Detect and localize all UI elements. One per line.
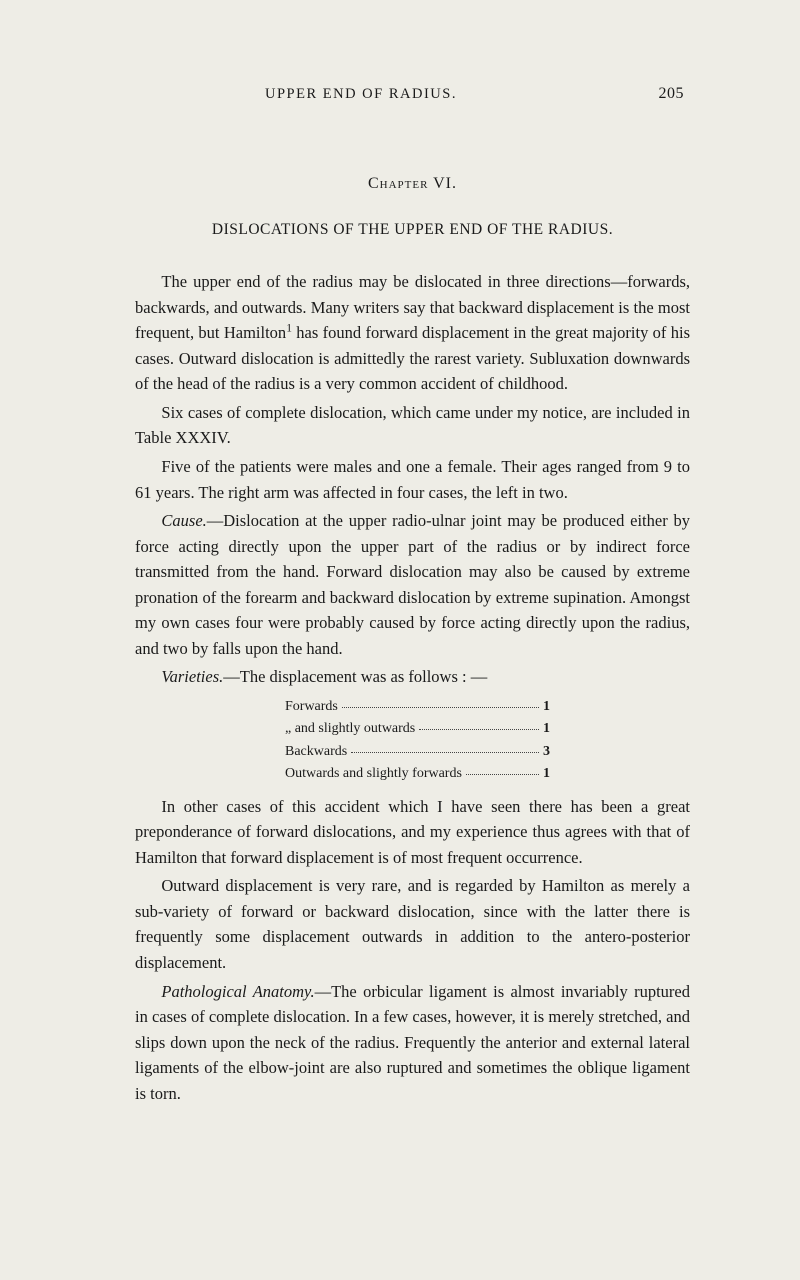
paragraph-4-lead: Cause. (161, 511, 206, 530)
list-item: Forwards 1 (135, 696, 690, 718)
paragraph-8-lead: Pathological Anatomy. (161, 982, 314, 1001)
list-value: 1 (543, 718, 690, 740)
paragraph-8: Pathological Anatomy.—The orbicular liga… (135, 979, 690, 1107)
list-value: 3 (543, 741, 690, 763)
paragraph-5-body: —The displacement was as follows : — (223, 667, 487, 686)
list-label: Backwards (135, 741, 347, 763)
chapter-title: DISLOCATIONS OF THE UPPER END OF THE RAD… (135, 221, 690, 239)
running-head: UPPER END OF RADIUS. 205 (135, 85, 690, 103)
paragraph-5-lead: Varieties. (161, 667, 223, 686)
paragraph-5: Varieties.—The displacement was as follo… (135, 664, 690, 690)
leader-dots (351, 752, 539, 753)
paragraph-7: Outward displacement is very rare, and i… (135, 873, 690, 975)
paragraph-1: The upper end of the radius may be dislo… (135, 269, 690, 397)
list-label: „ and slightly outwards (135, 718, 415, 740)
running-head-title: UPPER END OF RADIUS. (265, 86, 457, 103)
paragraph-2: Six cases of complete dislocation, which… (135, 400, 690, 451)
displacement-list: Forwards 1 „ and slightly outwards 1 Bac… (135, 696, 690, 786)
paragraph-6: In other cases of this accident which I … (135, 794, 690, 871)
paragraph-3: Five of the patients were males and one … (135, 454, 690, 505)
list-item: Outwards and slightly forwards 1 (135, 763, 690, 785)
paragraph-4: Cause.—Dislocation at the upper radio-ul… (135, 508, 690, 661)
list-value: 1 (543, 763, 690, 785)
list-item: „ and slightly outwards 1 (135, 718, 690, 740)
list-label: Outwards and slightly forwards (135, 763, 462, 785)
page-number: 205 (659, 85, 685, 103)
document-page: UPPER END OF RADIUS. 205 Chapter VI. DIS… (0, 0, 800, 1280)
leader-dots (419, 729, 539, 730)
list-item: Backwards 3 (135, 741, 690, 763)
list-value: 1 (543, 696, 690, 718)
chapter-label: Chapter VI. (135, 175, 690, 193)
leader-dots (466, 774, 539, 775)
leader-dots (342, 707, 539, 708)
paragraph-4-body: —Dislocation at the upper radio-ulnar jo… (135, 511, 690, 658)
list-label: Forwards (135, 696, 338, 718)
